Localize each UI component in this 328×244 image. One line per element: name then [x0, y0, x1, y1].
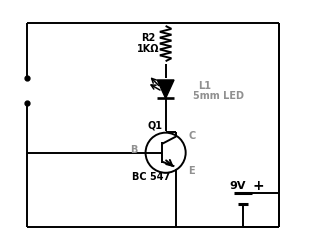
Text: 5mm LED: 5mm LED: [193, 91, 244, 101]
Text: BC 547: BC 547: [132, 172, 170, 182]
Text: 1KΩ: 1KΩ: [136, 44, 159, 54]
Text: B: B: [130, 145, 137, 155]
Text: +: +: [253, 179, 265, 193]
Text: R2: R2: [141, 33, 155, 43]
Text: L1: L1: [198, 81, 211, 92]
Text: E: E: [188, 165, 195, 175]
Text: Q1: Q1: [148, 120, 163, 130]
Text: 9V: 9V: [230, 181, 246, 191]
Polygon shape: [157, 80, 174, 98]
Text: C: C: [188, 131, 195, 141]
